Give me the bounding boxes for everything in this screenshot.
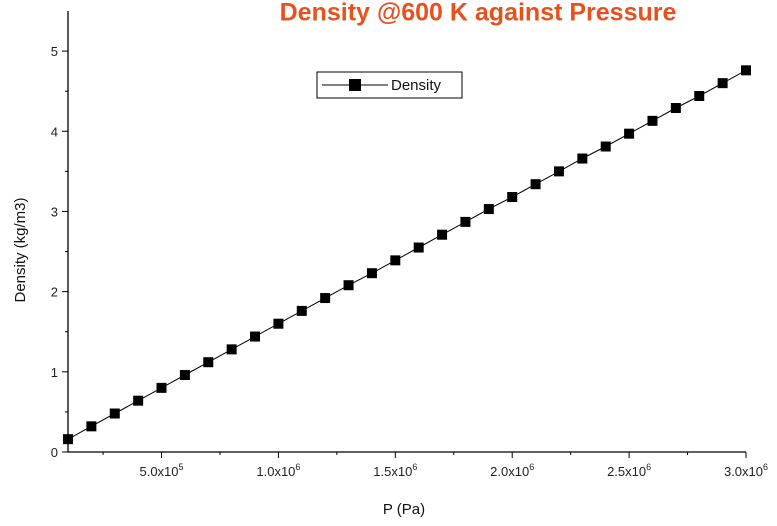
data-point	[717, 78, 728, 89]
x-tick-label: 2.0x106	[490, 462, 534, 479]
legend: Density	[316, 71, 463, 99]
data-point	[670, 103, 681, 114]
data-point	[647, 115, 658, 126]
data-point	[366, 268, 377, 279]
data-point	[577, 153, 588, 164]
x-tick-label: 3.0x106	[724, 462, 768, 479]
data-point	[320, 293, 331, 304]
data-point	[600, 141, 611, 152]
data-point	[133, 395, 144, 406]
y-axis-ticks: 0 1 2 3 4 5	[51, 44, 68, 460]
data-point	[741, 65, 751, 76]
data-point	[203, 357, 214, 368]
y-tick-label: 3	[51, 204, 58, 219]
x-axis-ticks: 5.0x105 1.0x106 1.5x106 2.0x106 2.5x106 3.0x1…	[102, 452, 768, 479]
y-tick-label: 1	[51, 365, 58, 380]
data-point	[156, 382, 167, 393]
y-tick-label: 5	[51, 44, 58, 59]
data-point	[273, 318, 284, 329]
data-point	[530, 179, 541, 190]
data-point	[250, 331, 261, 342]
x-axis-title: P (Pa)	[383, 501, 425, 518]
x-tick-label: 1.5x106	[373, 462, 417, 479]
data-point	[226, 344, 237, 355]
data-point	[553, 166, 564, 177]
y-tick-label: 2	[51, 285, 58, 300]
x-tick-label: 5.0x105	[139, 462, 183, 479]
data-point	[437, 229, 448, 240]
data-point	[624, 128, 635, 139]
chart-title: Density @600 K against Pressure	[280, 0, 677, 27]
data-point	[296, 305, 307, 316]
data-point	[413, 242, 424, 253]
data-point	[390, 255, 401, 266]
x-tick-label: 2.5x106	[607, 462, 651, 479]
y-tick-label: 0	[51, 445, 58, 460]
data-point	[109, 408, 120, 419]
data-point	[179, 370, 190, 381]
legend-marker-sample	[349, 79, 361, 91]
data-point	[507, 192, 518, 203]
y-axis-title: Density (kg/m3)	[12, 197, 29, 302]
plot-area	[63, 65, 751, 445]
x-tick-label: 1.0x106	[256, 462, 300, 479]
data-point	[460, 216, 471, 227]
y-tick-label: 4	[51, 124, 58, 139]
legend-label-density: Density	[391, 77, 442, 94]
data-point	[483, 204, 494, 215]
data-point	[343, 280, 354, 291]
series-line	[67, 69, 747, 440]
data-point	[86, 421, 97, 432]
data-point	[694, 90, 705, 101]
